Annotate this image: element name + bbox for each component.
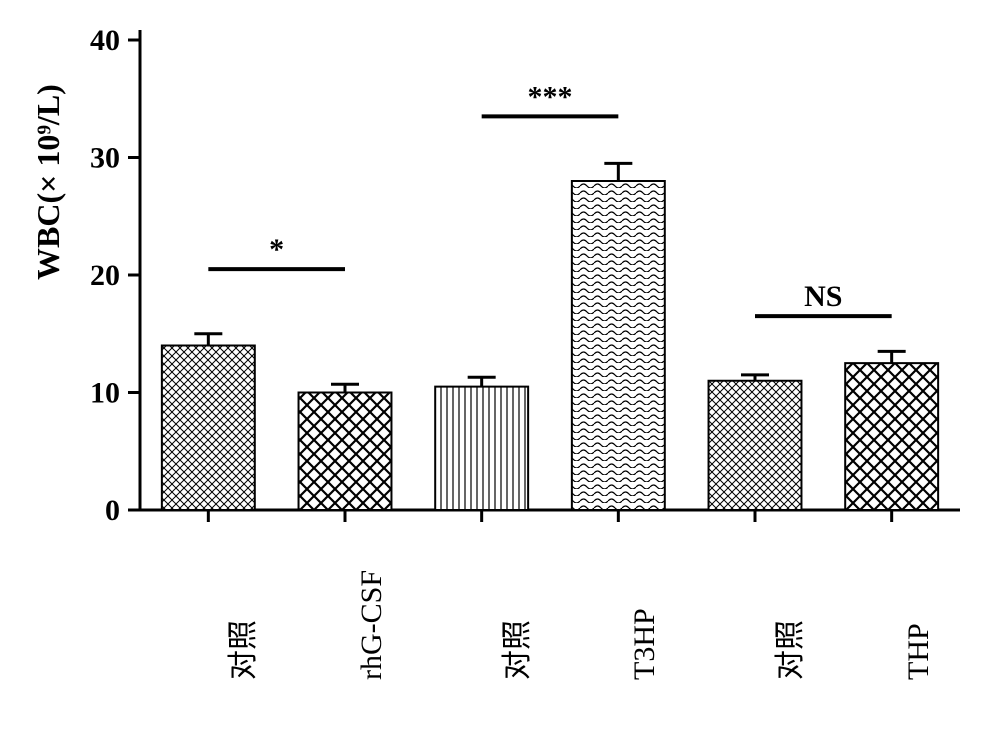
x-axis-label: 对照 (765, 620, 809, 680)
svg-text:0: 0 (105, 494, 120, 527)
y-axis-label: WBC(× 10⁹/L) (30, 84, 67, 280)
x-axis-label: rhG-CSF (355, 570, 389, 680)
svg-text:30: 30 (90, 142, 120, 175)
wbc-bar-chart: WBC(× 10⁹/L) 010203040****NS 对照rhG-CSF对照… (20, 20, 980, 725)
sig-annot: * (269, 233, 284, 266)
x-axis-label: 对照 (218, 620, 262, 680)
bar (299, 393, 392, 511)
bar (845, 363, 938, 510)
svg-text:40: 40 (90, 24, 120, 57)
bar (162, 346, 255, 511)
sig-annot: *** (528, 80, 573, 113)
x-axis-label: 对照 (492, 620, 536, 680)
bar (709, 381, 802, 510)
bar (572, 181, 665, 510)
bar (435, 387, 528, 510)
svg-text:10: 10 (90, 377, 120, 410)
sig-annot: NS (804, 280, 842, 313)
svg-text:20: 20 (90, 259, 120, 292)
x-axis-label: THP (902, 623, 936, 680)
x-axis-label: T3HP (628, 608, 662, 680)
